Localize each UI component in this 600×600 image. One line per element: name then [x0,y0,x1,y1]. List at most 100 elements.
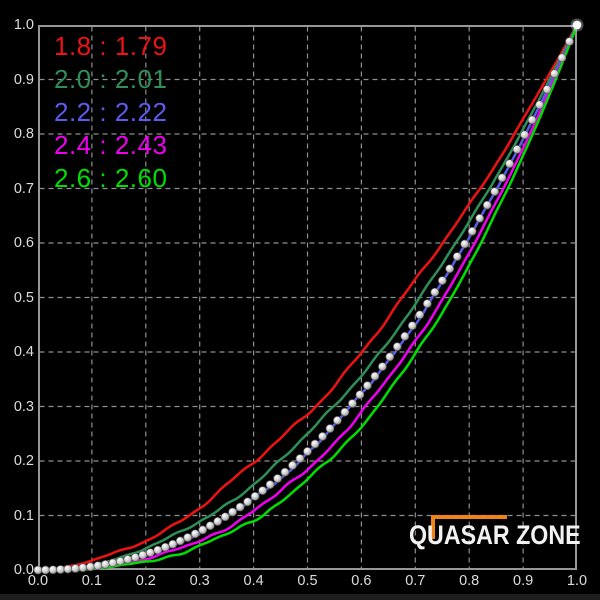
reference-dot [198,525,208,535]
quasar-zone-logo: QUASAR ZONE [407,513,581,550]
reference-dot [542,85,552,94]
reference-dot [565,37,574,46]
curve-gamma-1.8 [38,24,579,572]
reference-dot [325,424,335,433]
footer-bar [0,594,600,600]
reference-dot [213,517,223,526]
logo-accent-mark [431,515,507,539]
reference-dot [482,200,492,210]
y-tick-label: 0.5 [13,289,34,306]
reference-dot [288,461,297,470]
y-tick-label: 0.9 [13,71,34,88]
reference-dot [355,390,365,400]
reference-dot [220,512,230,522]
reference-dot [535,100,544,110]
reference-dot [243,497,252,507]
reference-dot [205,521,215,531]
x-tick-label: 0.5 [297,573,318,589]
reference-dot [280,467,290,477]
reference-dot [407,321,417,331]
reference-dot [437,276,447,285]
reference-dot [86,562,95,572]
legend: 1.8 : 1.79 2.0 : 2.01 2.2 : 2.22 2.4 : 2.43… [54,30,167,195]
y-tick-label: 0.0 [13,562,34,578]
chart-canvas [33,18,584,575]
x-tick-label: 1.0 [566,573,588,589]
y-tick-label: 0.4 [13,344,34,360]
reference-dot [400,331,410,341]
y-tick-label: 0.7 [13,180,34,197]
reference-dot [258,486,267,495]
reference-dot [333,416,342,425]
reference-dot [183,533,193,542]
reference-dot [490,187,500,196]
reference-dot [363,381,372,390]
reference-dot [452,252,462,261]
reference-dot [348,399,357,408]
reference-dot [56,565,65,574]
reference-dot [250,491,260,501]
reference-dot [415,310,425,320]
plot-border [38,25,577,570]
x-tick-label: 0.8 [459,573,480,589]
reference-dot [295,454,305,463]
reference-dot [235,502,245,512]
curve-gamma-2.0 [38,24,579,572]
x-tick-label: 0.2 [135,573,156,589]
reference-dot [392,342,402,351]
reference-dot [130,553,140,562]
reference-dot [265,480,275,489]
reference-dot [385,352,395,362]
y-tick-label: 0.3 [13,398,34,415]
reference-dot [422,299,432,308]
reference-dot [78,563,88,573]
reference-dot [512,145,522,154]
legend-entry-gamma-2.0: 2.0 : 2.01 [54,64,168,94]
grid-lines [39,26,576,569]
x-tick-label: 0.4 [243,573,264,589]
reference-dot [550,69,559,79]
reference-dot [340,407,350,417]
legend-entry-gamma-2.2: 2.2 : 2.22 [54,97,168,127]
reference-dot [430,287,440,297]
measured-points [33,18,584,575]
reference-dot [273,474,282,483]
y-tick-label: 0.1 [13,507,34,524]
x-tick-label: 0.7 [405,573,426,589]
legend-entry-gamma-2.6: 2.6 : 2.60 [54,163,168,193]
reference-dot [505,159,514,169]
reference-dot [168,539,178,549]
reference-dot [175,536,185,546]
reference-dot [475,213,485,223]
curve-gamma-2.6 [38,24,579,572]
reference-dot [63,564,73,574]
reference-dot [93,561,103,571]
reference-dot [520,130,529,140]
reference-dot [145,548,155,558]
reference-dot [228,507,237,517]
x-tick-label: 0.6 [351,573,372,589]
endpoint-dot [572,20,582,30]
reference-dot [378,362,387,371]
x-tick-label: 0.9 [513,573,534,589]
reference-dot [160,542,170,552]
legend-entry-gamma-2.4: 2.4 : 2.43 [54,130,168,160]
reference-dot [71,564,80,573]
reference-dot [108,558,118,568]
reference-dot [101,560,110,569]
reference-dot [123,555,133,564]
reference-dot [370,371,380,381]
reference-dot [138,550,148,560]
reference-dot [115,556,125,566]
reference-dot [303,447,312,456]
y-tick-label: 1.0 [13,17,34,33]
reference-dot [557,53,567,63]
reference-dot [153,545,163,555]
reference-dot [497,173,507,183]
y-tick-label: 0.8 [13,126,34,142]
reference-dot [527,115,537,125]
y-tick-label: 0.2 [13,453,34,469]
reference-dot [190,529,200,539]
reference-dot [318,432,327,441]
